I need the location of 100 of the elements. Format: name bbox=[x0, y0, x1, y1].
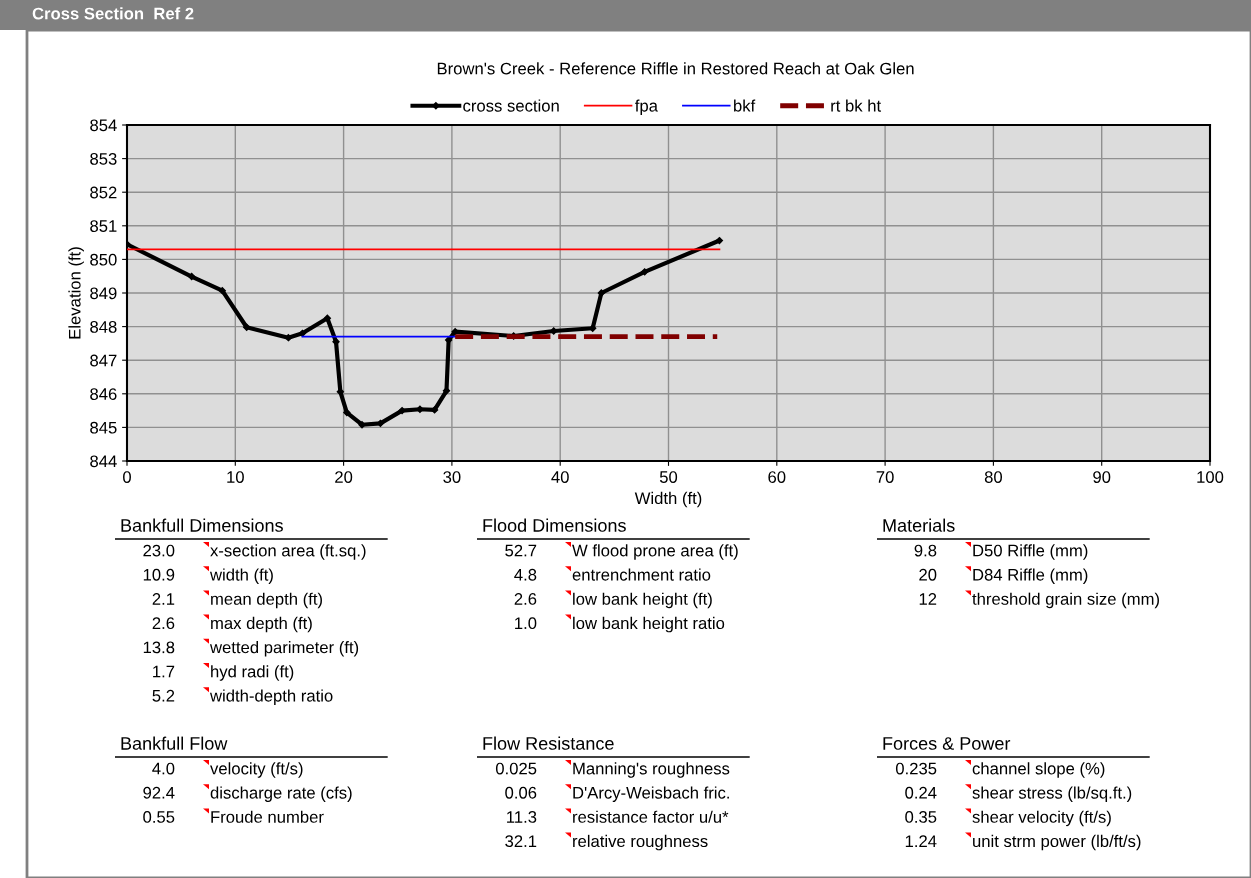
text: 92.4 bbox=[143, 786, 175, 799]
category-label: shear velocity (ft/s) bbox=[972, 810, 1111, 827]
category-label: width (ft) bbox=[209, 568, 273, 584]
y-tick-label: 847 bbox=[90, 354, 117, 367]
point bbox=[442, 387, 451, 395]
x-tick-label: 90 bbox=[1093, 471, 1111, 483]
chart-title: Brown's Creek - Reference Riffle in Restored Reach at Oak Glen bbox=[437, 62, 914, 75]
point bbox=[284, 334, 293, 342]
category-label: wetted parimeter (ft) bbox=[209, 641, 359, 657]
point bbox=[715, 236, 724, 245]
text: 1.7 bbox=[153, 665, 175, 678]
y-tick-label: 846 bbox=[90, 388, 117, 400]
point bbox=[398, 406, 406, 415]
text: 11.3 bbox=[507, 811, 537, 823]
category-label: unit strm power (lb/ft/s) bbox=[973, 834, 1141, 851]
point bbox=[550, 327, 558, 335]
text: 0.06 bbox=[505, 786, 537, 799]
category-label: velocity (ft/s) bbox=[210, 762, 303, 778]
x-tick-label: 30 bbox=[443, 471, 461, 483]
category-label: low bank height (ft) bbox=[573, 592, 712, 609]
text: Materials bbox=[883, 518, 955, 532]
legend-label: rt bk ht bbox=[831, 99, 882, 112]
text: 10.9 bbox=[143, 568, 175, 581]
category-label: x-section area (ft.sq.) bbox=[210, 544, 366, 560]
y-tick-label: 853 bbox=[90, 153, 117, 165]
y-tick-label: 848 bbox=[90, 321, 117, 333]
category-label: D'Arcy-Weisbach fric. bbox=[573, 786, 729, 802]
point bbox=[336, 388, 344, 396]
category-label: entrenchment ratio bbox=[572, 568, 711, 581]
text: Flow Resistance bbox=[483, 736, 614, 750]
legend-label: cross section bbox=[463, 99, 559, 112]
category-label: Froude number bbox=[211, 810, 324, 823]
text: Cross Section Ref 2 bbox=[32, 7, 194, 20]
y-tick-label: 845 bbox=[90, 421, 117, 434]
point bbox=[451, 327, 459, 336]
text: Bankfull Flow bbox=[121, 736, 228, 750]
y-tick-label: 851 bbox=[90, 220, 117, 232]
point bbox=[589, 324, 597, 332]
text: 0.55 bbox=[143, 811, 175, 823]
text: 13.8 bbox=[143, 641, 175, 654]
category-label: width-depth ratio bbox=[209, 689, 333, 705]
legend-label: fpa bbox=[635, 99, 658, 115]
text: 4.8 bbox=[514, 568, 537, 581]
point bbox=[332, 338, 340, 346]
category-label: mean depth (ft) bbox=[211, 592, 322, 609]
y-tick-label: 852 bbox=[90, 186, 117, 199]
point bbox=[218, 287, 226, 295]
text: 52.7 bbox=[505, 544, 537, 557]
text: 1.24 bbox=[905, 835, 937, 847]
text: 32.1 bbox=[505, 835, 537, 848]
category-label: max depth (ft) bbox=[211, 616, 312, 633]
text: Bankfull Dimensions bbox=[121, 518, 283, 532]
point bbox=[323, 314, 331, 322]
text: 5.2 bbox=[152, 689, 175, 702]
point bbox=[641, 268, 649, 276]
text: 2.1 bbox=[152, 593, 175, 605]
text: 0.025 bbox=[495, 762, 537, 775]
point bbox=[597, 289, 605, 297]
category-label: threshold grain size (mm) bbox=[972, 592, 1159, 609]
point bbox=[243, 323, 251, 331]
text: 12 bbox=[919, 593, 937, 605]
text: 23.0 bbox=[143, 544, 175, 557]
x-tick-label: 20 bbox=[335, 471, 353, 483]
text: Flood Dimensions bbox=[483, 518, 626, 532]
x-tick-label: 10 bbox=[227, 471, 244, 483]
point bbox=[298, 329, 307, 337]
y-tick-label: 844 bbox=[90, 455, 117, 468]
point bbox=[358, 421, 366, 429]
category-label: D84 Riffle (mm) bbox=[973, 568, 1088, 584]
x-tick-label: 60 bbox=[768, 471, 786, 483]
y-tick-label: 849 bbox=[90, 287, 117, 300]
category-label: relative roughness bbox=[573, 834, 708, 851]
category-label: channel slope (%) bbox=[972, 762, 1105, 778]
legend-label: bkf bbox=[734, 99, 756, 112]
text: 2.6 bbox=[152, 617, 175, 630]
text: 2.6 bbox=[514, 593, 537, 605]
x-tick-label: 100 bbox=[1197, 471, 1224, 483]
text: 0.235 bbox=[895, 762, 937, 775]
y-tick-label: 854 bbox=[90, 119, 117, 132]
text: 1.0 bbox=[515, 617, 537, 630]
x-tick-label: 0 bbox=[123, 471, 131, 483]
text: 20 bbox=[919, 568, 937, 581]
y-axis-title: Elevation (ft) bbox=[68, 247, 84, 339]
category-label: W flood prone area (ft) bbox=[572, 544, 738, 560]
x-tick-label: 70 bbox=[876, 471, 894, 483]
point bbox=[416, 405, 424, 413]
text: 9.8 bbox=[914, 544, 937, 557]
text: Forces & Power bbox=[883, 737, 1011, 750]
category-label: discharge rate (cfs) bbox=[210, 786, 352, 802]
point bbox=[445, 336, 453, 344]
text: 0.35 bbox=[905, 811, 937, 823]
category-label: hyd radi (ft) bbox=[211, 665, 294, 681]
category-label: resistance factor u/u* bbox=[573, 810, 729, 823]
category-label: D50 Riffle (mm) bbox=[973, 544, 1088, 560]
x-tick-label: 40 bbox=[551, 471, 569, 483]
category-label: shear stress (lb/sq.ft.) bbox=[972, 786, 1132, 802]
text: 0.24 bbox=[905, 786, 937, 799]
point bbox=[188, 272, 196, 281]
x-tick-label: 50 bbox=[659, 471, 678, 483]
x-axis-title: Width (ft) bbox=[634, 491, 702, 508]
